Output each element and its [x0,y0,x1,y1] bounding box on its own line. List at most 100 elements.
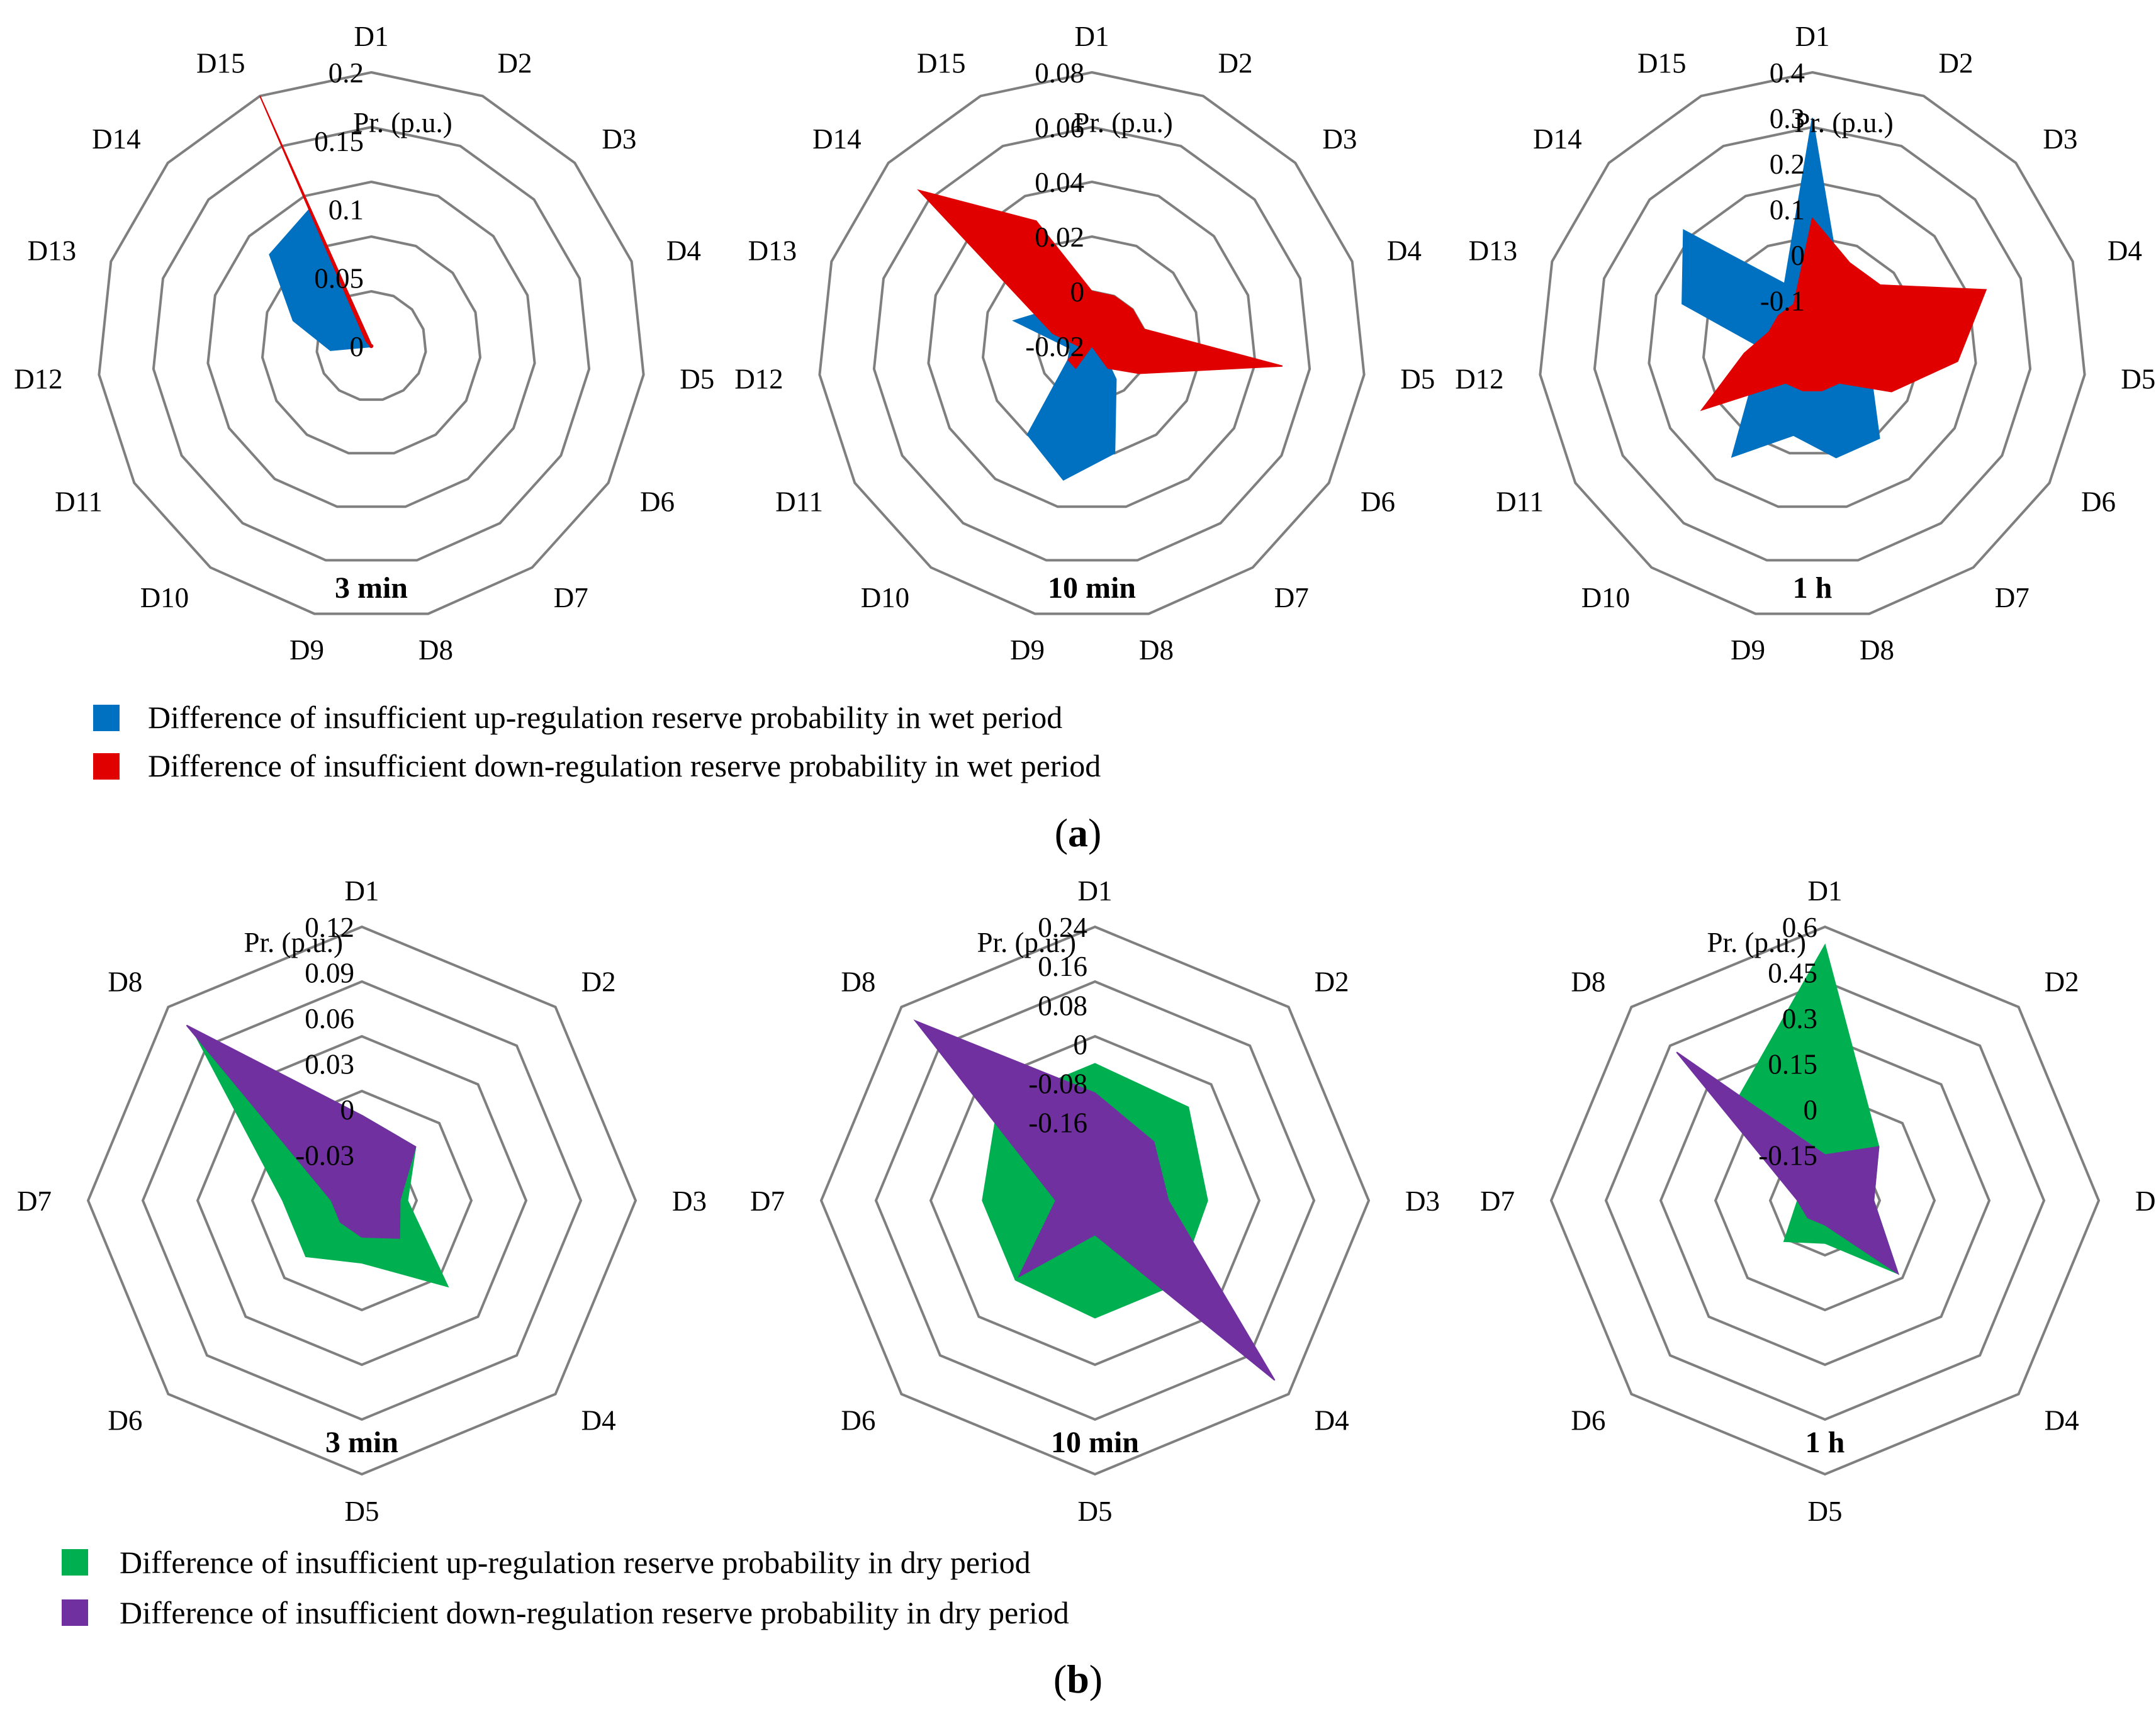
radar-chart-a-3min-tick-0-1: 0.1 [328,194,364,226]
radar-chart-a-10min-category-d8: D8 [1139,634,1174,666]
legend-a-swatch-up [93,705,120,731]
radar-chart-b-3min-grid-ring [86,925,637,1476]
radar-chart-a-1h-title: 1 h [1793,571,1833,605]
legend-b-swatch-up [62,1549,88,1576]
radar-chart-a-10min-title: 10 min [1048,571,1136,605]
radar-chart-a-3min-grid-ring [261,235,482,455]
radar-chart-b-10min-category-d8: D8 [841,966,875,997]
radar-chart-b-1h-category-d5: D5 [1808,1496,1843,1527]
radar-chart-a-10min-grid-ring [818,70,1366,615]
radar-chart-a-1h-category-d1: D1 [1795,21,1830,52]
radar-chart-a-3min-category-d2: D2 [498,48,532,79]
radar-chart-b-3min-category-d4: D4 [581,1405,616,1436]
radar-chart-b-3min-category-d3: D3 [672,1185,707,1217]
radar-chart-a-1h-category-d5: D5 [2121,364,2155,395]
radar-chart-a-10min-category-d5: D5 [1400,364,1435,395]
radar-chart-a-3min-category-d6: D6 [640,486,675,518]
radar-chart-b-3min-grid-ring [141,980,583,1421]
radar-chart-a-10min-category-d9: D9 [1010,634,1045,666]
radar-chart-b-10min-tick-0-08: 0.08 [1038,990,1087,1021]
radar-chart-a-3min-category-d12: D12 [14,364,63,395]
radar-chart-a-10min-category-d10: D10 [861,582,910,613]
radar-chart-a-1h-tick-0-3: 0.3 [1770,103,1805,135]
radar-chart-a-3min-tick-0: 0 [350,331,364,362]
radar-chart-b-1h-category-d6: D6 [1571,1405,1605,1436]
radar-chart-b-1h-tick-0-3: 0.3 [1782,1003,1817,1034]
radar-chart-a-10min-category-d2: D2 [1218,48,1253,79]
radar-chart-a-1h-series-2-area [1700,216,1987,412]
legend-b-label-up: Difference of insufficient up-regulation… [120,1545,1031,1580]
radar-chart-a-10min-tick-0-02: 0.02 [1035,221,1084,253]
radar-chart-b-1h-category-d1: D1 [1808,875,1843,907]
radar-chart-b-10min-grid-ring [874,980,1316,1421]
radar-chart-a-10min-category-d13: D13 [748,235,797,267]
panel-a-letter: a [1068,810,1088,855]
radar-chart-b-1h: -0.15 0 0.15 0.3 0.45 0.6Pr. (p.u.)D1 D2 D3 D4 D5… [1480,875,2156,1527]
radar-chart-b-10min-tick-0-16: -0.16 [1028,1107,1087,1139]
radar-chart-b-1h-category-d4: D4 [2045,1405,2079,1436]
radar-chart-b-10min-category-d6: D6 [841,1405,875,1436]
radar-chart-b-10min-category-d4: D4 [1315,1405,1349,1436]
radar-chart-b-3min-title: 3 min [325,1426,398,1459]
panel-b-caption: (b) [1053,1657,1103,1701]
radar-chart-a-10min-tick-0: 0 [1070,276,1085,308]
radar-chart-a-3min-category-d10: D10 [140,582,189,613]
radar-chart-a-1h-category-d12: D12 [1455,364,1504,395]
radar-chart-a-1h-category-d9: D9 [1731,634,1765,666]
radar-chart-a-1h-category-d2: D2 [1939,48,1974,79]
radar-chart-a-3min-series-2-area [259,96,374,349]
radar-chart-b-3min-category-d1: D1 [345,875,379,907]
radar-chart-a-10min-grid-ring [927,180,1257,508]
radar-chart-b-10min-tick-0-16: 0.16 [1038,951,1087,982]
radar-chart-b-1h-grid-ring [1659,1034,1991,1367]
radar-chart-a-1h-tick-0-1: 0.1 [1770,194,1805,226]
panel-a-caption: (a) [1055,810,1102,855]
radar-chart-b-3min-grid-ring [196,1034,528,1367]
radar-chart-a-3min-grid-ring [152,125,591,562]
radar-chart-a-1h-grid-ring [1539,70,2086,615]
radar-chart-b-3min-tick-0-03: 0.03 [305,1049,354,1080]
radar-chart-a-10min-category-d11: D11 [775,486,823,518]
radar-chart-b-10min-category-d5: D5 [1078,1496,1113,1527]
radar-chart-a-1h-grid-ring [1593,125,2032,562]
radar-chart-a-10min-unit-label: Pr. (p.u.) [1074,107,1173,138]
radar-chart-a-3min-category-d3: D3 [602,123,636,155]
radar-chart-a-10min-category-d15: D15 [917,48,966,79]
radar-chart-a-10min-tick-0-06: 0.06 [1035,112,1084,143]
radar-chart-b-3min-tick-0-03: -0.03 [295,1140,354,1172]
radar-chart-a-10min-grid-ring [872,125,1311,562]
radar-chart-a-1h-category-d14: D14 [1533,123,1582,155]
radar-chart-a-1h: -0.1 0 0.1 0.2 0.3 0.4 Pr. (p.u.) D1 D2 D3 D4 D5 D6 D… [1455,21,2155,666]
radar-chart-a-3min-title: 3 min [335,571,408,605]
radar-chart-b-10min-title: 10 min [1051,1426,1139,1459]
radar-chart-b-10min-category-d7: D7 [750,1185,785,1217]
radar-chart-a-10min-category-d6: D6 [1361,486,1395,518]
legend-a-label-up: Difference of insufficient up-regulation… [148,700,1062,735]
radar-chart-b-1h-category-d7: D7 [1480,1185,1515,1217]
radar-chart-b-10min-grid-ring [819,925,1371,1476]
radar-chart-b-3min-category-d6: D6 [108,1405,142,1436]
radar-chart-b-3min-tick-0-09: 0.09 [305,958,354,989]
radar-chart-b-1h-tick-0-15: 0.15 [1768,1049,1817,1080]
radar-chart-a-1h-grid-ring [1648,180,1977,508]
radar-chart-a-1h-tick-0-2: 0.2 [1770,148,1805,180]
radar-chart-b-10min-tick-0-08: -0.08 [1028,1068,1087,1100]
radar-chart-b-3min-category-d7: D7 [17,1185,52,1217]
radar-chart-b-3min-tick-0: 0 [340,1094,355,1126]
legend-a-swatch-down [93,753,120,780]
radar-chart-a-1h-category-d10: D10 [1581,582,1631,613]
radar-chart-a-1h-category-d4: D4 [2108,235,2142,267]
radar-chart-b-3min-category-d2: D2 [581,966,616,997]
radar-chart-a-3min-category-d11: D11 [55,486,103,518]
radar-chart-a-1h-tick-0-4: 0.4 [1770,57,1805,89]
radar-chart-b-1h-tick-0-15: -0.15 [1758,1140,1817,1172]
radar-chart-b-1h-title: 1 h [1805,1426,1845,1459]
radar-chart-b-1h-tick-0-6: 0.6 [1782,912,1817,943]
radar-chart-a-3min-category-d1: D1 [354,21,389,52]
radar-chart-a-1h-category-d13: D13 [1469,235,1518,267]
radar-chart-a-3min-category-d4: D4 [666,235,701,267]
radar-chart-b-10min-tick-0: 0 [1074,1029,1088,1060]
radar-chart-b-1h-tick-0-45: 0.45 [1768,958,1817,989]
